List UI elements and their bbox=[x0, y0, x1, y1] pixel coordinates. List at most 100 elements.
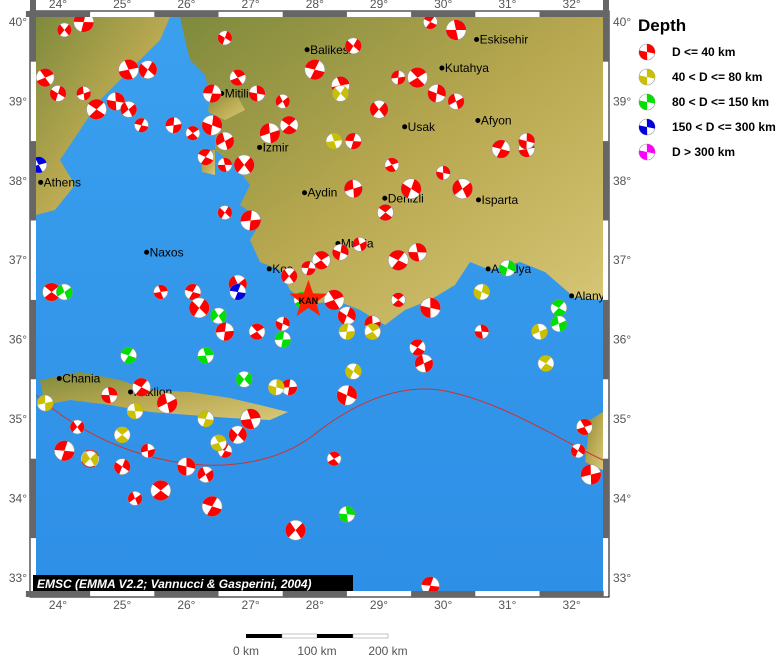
earthquake-mechanism[interactable] bbox=[344, 362, 364, 382]
earthquake-mechanism[interactable] bbox=[233, 154, 255, 176]
earthquake-mechanism[interactable] bbox=[323, 130, 345, 152]
earthquake-mechanism[interactable] bbox=[28, 154, 49, 175]
earthquake-mechanism[interactable] bbox=[388, 68, 408, 88]
earthquake-mechanism[interactable] bbox=[217, 205, 233, 221]
earthquake-mechanism[interactable] bbox=[326, 451, 342, 467]
earthquake-mechanism[interactable] bbox=[515, 130, 537, 152]
earthquake-mechanism[interactable] bbox=[265, 376, 287, 398]
earthquake-mechanism[interactable] bbox=[196, 465, 216, 485]
earthquake-mechanism[interactable] bbox=[332, 85, 349, 102]
earthquake-mechanism[interactable] bbox=[471, 281, 492, 302]
earthquake-mechanism[interactable] bbox=[529, 321, 551, 343]
earthquake-mechanism[interactable] bbox=[86, 99, 108, 121]
earthquake-mechanism[interactable] bbox=[54, 282, 74, 302]
earthquake-mechanism[interactable] bbox=[369, 100, 389, 119]
earthquake-mechanism[interactable] bbox=[412, 351, 436, 375]
earthquake-mechanism[interactable] bbox=[103, 89, 128, 114]
earthquake-mechanism[interactable] bbox=[208, 432, 229, 453]
earthquake-mechanism[interactable] bbox=[227, 281, 249, 303]
earthquake-mechanism[interactable] bbox=[98, 384, 121, 407]
earthquake-mechanism[interactable] bbox=[274, 93, 291, 110]
earthquake-mechanism[interactable] bbox=[416, 294, 444, 322]
earthquake-mechanism[interactable] bbox=[81, 450, 99, 468]
earthquake-mechanism[interactable] bbox=[321, 287, 346, 312]
earthquake-mechanism[interactable] bbox=[280, 267, 298, 285]
earthquake-mechanism[interactable] bbox=[212, 319, 237, 344]
earthquake-mechanism[interactable] bbox=[210, 307, 228, 325]
earthquake-mechanism[interactable] bbox=[422, 14, 439, 31]
earthquake-mechanism[interactable] bbox=[377, 204, 394, 221]
earthquake-mechanism[interactable] bbox=[154, 390, 181, 417]
earthquake-mechanism[interactable] bbox=[138, 441, 158, 461]
earthquake-mechanism[interactable] bbox=[574, 417, 595, 438]
earthquake-mechanism[interactable] bbox=[548, 313, 570, 335]
earthquake-mechanism[interactable] bbox=[48, 83, 69, 104]
earthquake-mechanism[interactable] bbox=[336, 503, 359, 526]
earthquake-mechanism[interactable] bbox=[34, 66, 56, 88]
earthquake-mechanism[interactable] bbox=[118, 345, 139, 366]
earthquake-mechanism[interactable] bbox=[198, 111, 225, 138]
earthquake-mechanism[interactable] bbox=[228, 425, 248, 445]
earthquake-mechanism[interactable] bbox=[341, 176, 366, 201]
earthquake-mechanism[interactable] bbox=[137, 59, 158, 80]
earthquake-mechanism[interactable] bbox=[74, 84, 93, 103]
earthquake-mechanism[interactable] bbox=[311, 250, 331, 270]
earthquake-mechanism[interactable] bbox=[383, 156, 401, 174]
earthquake-mechanism[interactable] bbox=[424, 81, 449, 106]
earthquake-mechanism[interactable] bbox=[497, 258, 518, 279]
earthquake-mechanism[interactable] bbox=[185, 125, 201, 141]
earthquake-mechanism[interactable] bbox=[42, 282, 61, 302]
earthquake-mechanism[interactable] bbox=[112, 457, 132, 477]
earthquake-mechanism[interactable] bbox=[51, 437, 79, 465]
earthquake-mechanism[interactable] bbox=[196, 147, 216, 167]
earthquake-mechanism[interactable] bbox=[279, 115, 299, 135]
earthquake-mechanism[interactable] bbox=[433, 163, 453, 183]
earthquake-mechanism[interactable] bbox=[69, 419, 85, 435]
earthquake-mechanism[interactable] bbox=[124, 400, 147, 423]
earthquake-mechanism[interactable] bbox=[333, 382, 360, 409]
earthquake-mechanism[interactable] bbox=[406, 66, 428, 88]
earthquake-mechanism[interactable] bbox=[199, 493, 225, 519]
earthquake-mechanism[interactable] bbox=[390, 292, 406, 308]
earthquake-mechanism[interactable] bbox=[248, 323, 266, 341]
earthquake-mechanism[interactable] bbox=[132, 116, 151, 135]
earthquake-mechanism[interactable] bbox=[200, 81, 225, 106]
earthquake-mechanism[interactable] bbox=[569, 442, 586, 459]
earthquake-mechanism[interactable] bbox=[70, 8, 98, 36]
earthquake-mechanism[interactable] bbox=[151, 282, 170, 301]
earthquake-mechanism[interactable] bbox=[237, 405, 264, 432]
earthquake-mechanism[interactable] bbox=[150, 480, 172, 501]
earthquake-mechanism[interactable] bbox=[235, 370, 253, 388]
earthquake-mechanism[interactable] bbox=[195, 344, 217, 366]
earthquake-mechanism[interactable] bbox=[273, 314, 292, 333]
earthquake-mechanism[interactable] bbox=[195, 408, 217, 430]
earthquake-mechanism[interactable] bbox=[174, 454, 199, 479]
earthquake-mechanism[interactable] bbox=[336, 320, 359, 343]
earthquake-mechanism[interactable] bbox=[472, 322, 492, 342]
earthquake-mechanism[interactable] bbox=[131, 377, 152, 398]
earthquake-mechanism[interactable] bbox=[228, 68, 248, 88]
earthquake-mechanism[interactable] bbox=[119, 100, 138, 119]
earthquake-mechanism[interactable] bbox=[215, 155, 235, 175]
earthquake-mechanism[interactable] bbox=[405, 240, 430, 265]
earthquake-mechanism[interactable] bbox=[442, 16, 470, 44]
earthquake-mechanism[interactable] bbox=[489, 137, 513, 161]
earthquake-mechanism[interactable] bbox=[550, 299, 568, 317]
earthquake-mechanism[interactable] bbox=[577, 461, 605, 489]
earthquake-mechanism[interactable] bbox=[418, 573, 443, 598]
earthquake-mechanism[interactable] bbox=[398, 176, 423, 201]
earthquake-mechanism[interactable] bbox=[188, 297, 210, 319]
earthquake-mechanism[interactable] bbox=[386, 248, 410, 272]
earthquake-mechanism[interactable] bbox=[342, 130, 364, 152]
earthquake-mechanism[interactable] bbox=[271, 328, 294, 351]
earthquake-mechanism[interactable] bbox=[446, 91, 467, 112]
earthquake-mechanism[interactable] bbox=[299, 258, 318, 277]
earthquake-mechanism[interactable] bbox=[162, 114, 185, 137]
earthquake-mechanism[interactable] bbox=[350, 235, 368, 253]
earthquake-mechanism[interactable] bbox=[278, 376, 301, 399]
earthquake-mechanism[interactable] bbox=[115, 56, 142, 83]
earthquake-mechanism[interactable] bbox=[450, 177, 474, 201]
earthquake-mechanism[interactable] bbox=[213, 129, 236, 152]
earthquake-mechanism[interactable] bbox=[34, 392, 56, 414]
earthquake-mechanism[interactable] bbox=[302, 56, 329, 83]
